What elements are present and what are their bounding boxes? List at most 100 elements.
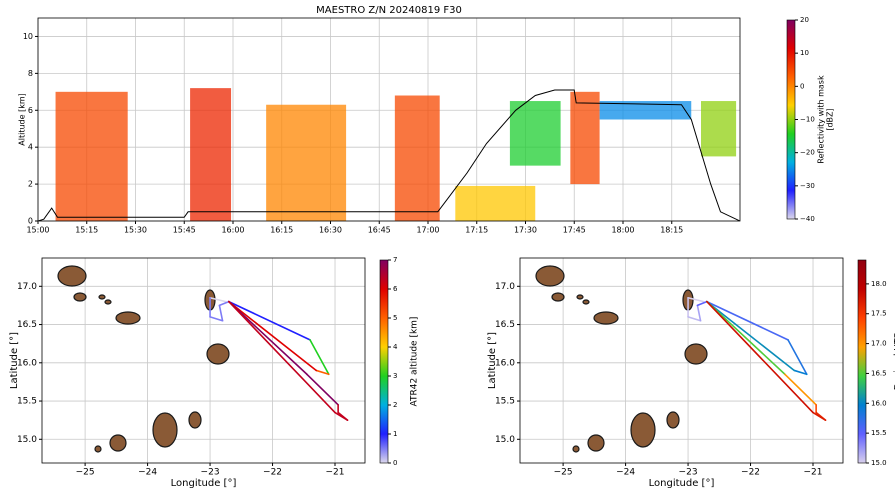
colorbar-tick-label: 15.5 <box>871 429 887 437</box>
colorbar-tick-label: 18.0 <box>871 280 887 288</box>
y-tick-label: 8 <box>28 69 33 78</box>
panel: 15:00 15:15 15:30 15:45 16:00 16:15 16:30 16:45… <box>18 16 835 235</box>
plot-content <box>38 88 740 221</box>
island <box>630 412 656 448</box>
colorbar-tick-label: 7 <box>393 256 397 264</box>
reflectivity-cell <box>570 91 600 185</box>
island <box>535 265 565 287</box>
island <box>188 411 202 429</box>
track-segment <box>706 300 786 376</box>
track-segment <box>218 304 224 322</box>
y-tick-label: 2 <box>28 180 33 189</box>
x-tick-label: 17:30 <box>514 226 537 235</box>
island <box>572 445 580 453</box>
colorbar-tick-label: 5 <box>393 314 397 322</box>
colorbar-tick-label: −10 <box>800 116 815 124</box>
x-tick-label: 16:15 <box>270 226 293 235</box>
island <box>98 294 106 300</box>
island <box>684 343 708 365</box>
x-tick-label: −21 <box>326 468 345 478</box>
track-segment <box>315 369 330 376</box>
track-segment <box>209 296 227 303</box>
altitude-line <box>38 89 740 221</box>
colorbar-tick-label: −30 <box>800 182 815 190</box>
island <box>587 434 605 452</box>
reflectivity-cell <box>394 95 440 221</box>
track-segment <box>696 300 708 307</box>
colorbar-tick-label: 3 <box>393 372 397 380</box>
colorbar-label: Decimal UTC <box>894 333 895 390</box>
y-axis-label: Latitude [°] <box>9 332 20 389</box>
track-segment <box>696 304 702 322</box>
track-segment <box>309 339 330 376</box>
colorbar-tick-label: 1 <box>393 430 397 438</box>
colorbar-label: [dBZ] <box>826 108 835 130</box>
x-tick-label: 15:15 <box>75 226 98 235</box>
reflectivity-cell <box>455 185 536 221</box>
plot-area <box>520 258 843 463</box>
y-tick-label: 15.0 <box>17 435 37 445</box>
colorbar-tick-label: 20 <box>800 16 809 24</box>
x-axis-label: Longitude [°] <box>649 478 715 489</box>
x-tick-label: −25 <box>554 468 573 478</box>
x-tick-label: −24 <box>138 468 157 478</box>
x-tick-label: 15:30 <box>124 226 147 235</box>
x-tick-label: 17:15 <box>465 226 488 235</box>
x-tick-label: −22 <box>741 468 760 478</box>
plot-frame <box>37 17 741 222</box>
x-tick-label: 16:30 <box>319 226 342 235</box>
colorbar-tick-label: 16.5 <box>871 369 887 377</box>
y-tick-label: 0 <box>28 217 33 226</box>
colorbar-tick-label: 17.5 <box>871 310 887 318</box>
reflectivity-cell <box>55 91 128 221</box>
colorbar <box>379 259 389 464</box>
island <box>57 265 87 287</box>
track-segment <box>228 300 311 341</box>
y-axis-label: Altitude [km] <box>18 93 27 145</box>
island <box>666 411 680 429</box>
track-segment <box>218 300 230 307</box>
x-axis-label: Longitude [°] <box>171 478 237 489</box>
colorbar-tick-label: 16.0 <box>871 399 887 407</box>
y-tick-label: 15.5 <box>495 397 515 407</box>
track-segment <box>706 300 796 372</box>
panel: −25 −24 −23 −22 −21 15.0 15.5 16.0 16.5 17.0 Longi… <box>487 257 895 489</box>
island <box>152 412 178 448</box>
colorbar-tick-label: 0 <box>800 82 804 90</box>
track-segment <box>228 300 336 414</box>
y-tick-label: 15.0 <box>495 435 515 445</box>
reflectivity-cell <box>190 88 232 221</box>
panel: −25 −24 −23 −22 −21 15.0 15.5 16.0 16.5 17.0 Longi… <box>9 256 420 489</box>
track-segment <box>228 300 318 372</box>
colorbar <box>857 259 867 464</box>
x-tick-label: −24 <box>616 468 635 478</box>
colorbar-tick-label: 17.0 <box>871 340 887 348</box>
plot-frame <box>41 257 366 464</box>
reflectivity-cell <box>599 101 692 120</box>
island <box>206 343 230 365</box>
x-tick-label: 18:15 <box>660 226 683 235</box>
colorbar <box>786 19 796 220</box>
track-segment <box>812 411 827 421</box>
plot-content <box>57 265 349 453</box>
x-tick-label: 16:45 <box>368 226 391 235</box>
colorbar-label: ATR42 altitude [km] <box>410 317 420 407</box>
track-segment <box>793 369 808 376</box>
y-tick-label: 15.5 <box>17 397 37 407</box>
colorbar-tick-label: −20 <box>800 149 815 157</box>
x-tick-label: −21 <box>804 468 823 478</box>
island <box>593 311 619 325</box>
x-tick-label: 16:00 <box>221 226 244 235</box>
y-tick-label: 16.0 <box>17 358 37 368</box>
x-tick-label: −25 <box>76 468 95 478</box>
x-tick-label: 17:00 <box>416 226 439 235</box>
y-tick-label: 16.5 <box>17 320 37 330</box>
island <box>104 299 112 305</box>
track-segment <box>787 339 808 376</box>
track-segment <box>687 316 702 322</box>
island <box>551 292 565 302</box>
plot-content <box>535 265 827 453</box>
track-segment <box>706 300 789 341</box>
colorbar-tick-label: 10 <box>800 49 809 57</box>
